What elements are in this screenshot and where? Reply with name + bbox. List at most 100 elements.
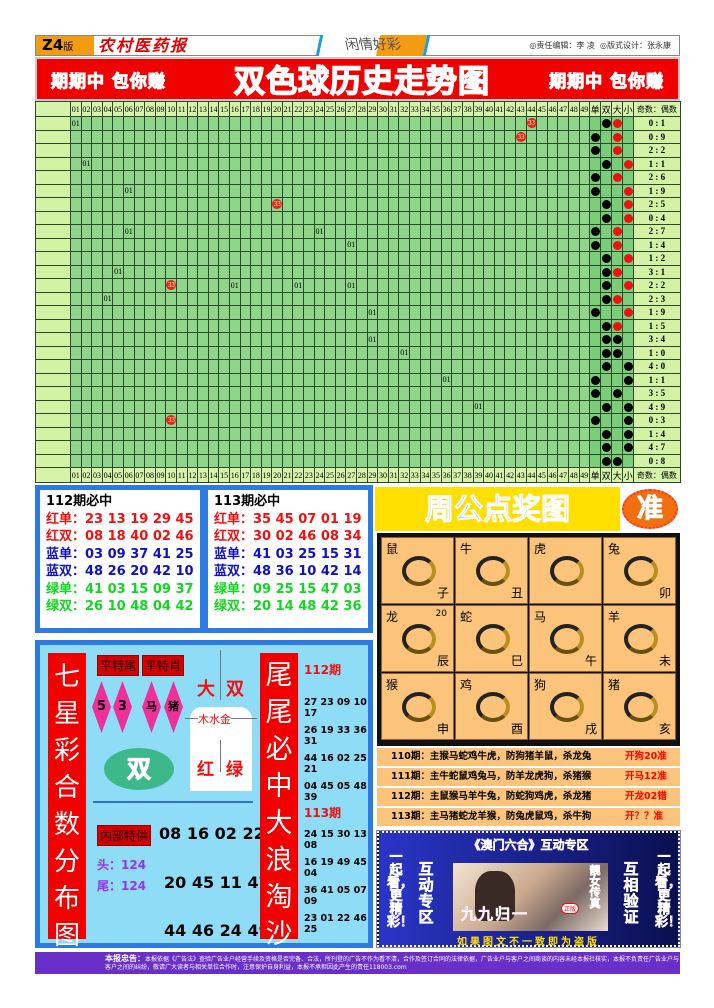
column-number: 24 [313, 467, 326, 483]
red-dot-icon [612, 267, 622, 277]
grid-cell [387, 399, 400, 414]
grid-cell [218, 197, 230, 212]
grid-cell [112, 183, 124, 198]
grid-cell [271, 399, 283, 414]
grid-cell [122, 237, 135, 252]
grid-cell [419, 305, 432, 320]
grid-cell [271, 440, 283, 455]
column-number: 11 [175, 101, 188, 117]
grid-cell [377, 426, 389, 441]
grid-cell [356, 440, 368, 455]
grid-cell [409, 264, 421, 279]
grid-cell [525, 399, 538, 414]
grid-cell [122, 305, 135, 320]
stat-cell-even [600, 453, 613, 468]
grid-cell [324, 386, 336, 401]
grid-cell [324, 318, 336, 333]
prediction-numbers: 20 14 48 42 36 [253, 599, 362, 614]
title-char: 必 [265, 734, 293, 765]
number-row: 27 23 09 10 17 [304, 697, 367, 719]
grid-cell [228, 386, 241, 401]
grid-cell [239, 143, 252, 158]
stat-cell-odd [589, 413, 602, 428]
grid-cell [387, 359, 400, 374]
grid-cell [313, 332, 326, 347]
ad-right-b: 一起看，更精彩！ [655, 850, 682, 930]
grid-cell [144, 386, 156, 401]
grid-cell [334, 264, 347, 279]
grid-cell [451, 170, 463, 185]
zodiac-cell: 羊未 [603, 605, 676, 672]
grid-cell [218, 318, 230, 333]
stat-cell-big [611, 264, 624, 279]
grid-cell [133, 413, 146, 428]
grid-cell [70, 170, 82, 185]
grid-cell [483, 156, 495, 171]
grid-cell [334, 359, 347, 374]
grid-cell [356, 453, 368, 468]
number-mark: 01 [124, 186, 133, 196]
odd-even-ratio: 3 : 1 [633, 264, 681, 279]
grid-cell [218, 332, 230, 347]
grid-cell [70, 453, 82, 468]
grid-cell [260, 399, 273, 414]
grid-cell [451, 156, 463, 171]
grid-cell [451, 197, 463, 212]
divider [220, 740, 221, 772]
grid-cell [80, 143, 93, 158]
grid-row: 01 2 : 3 [35, 291, 681, 306]
odd-even-ratio: 1 : 4 [633, 426, 681, 441]
row-label-cell [35, 183, 71, 198]
grid-cell [525, 440, 538, 455]
stat-cell-small [622, 453, 635, 468]
grid-cell [260, 197, 273, 212]
grid-cell [228, 251, 241, 266]
grid-cell [514, 318, 527, 333]
stat-cell-odd [589, 386, 602, 401]
red-dot-icon [623, 200, 633, 210]
grid-cell [165, 453, 177, 468]
odd-even-ratio: 1 : 1 [633, 156, 681, 171]
odd-even-ratio: 1 : 5 [633, 318, 681, 333]
grid-cell [546, 197, 559, 212]
row-label-cell [35, 264, 71, 279]
column-number: 15 [218, 101, 230, 117]
grid-cell: 33 [165, 278, 177, 293]
grid-cell [175, 413, 188, 428]
grid-cell [578, 332, 591, 347]
grid-cell [514, 264, 527, 279]
grid-cell [546, 156, 559, 171]
grid-cell: 01 [70, 116, 82, 131]
column-number: 30 [377, 101, 389, 117]
stat-cell-big [611, 183, 624, 198]
grid-cell [546, 372, 559, 387]
grid-cell [409, 386, 421, 401]
number-mark: 01 [294, 280, 303, 290]
grid-cell [366, 264, 379, 279]
grid-cell [228, 318, 241, 333]
grid-cell [281, 332, 294, 347]
grid-cell [165, 170, 177, 185]
ad-banner[interactable]: 《澳门六合》互动专区 一起看，更精彩！ 互动专区 九九归一 正版 靓女传真 互相… [376, 830, 682, 948]
grid-cell [292, 183, 305, 198]
grid-cell [504, 183, 516, 198]
grid-cell [292, 251, 305, 266]
grid-cell [250, 399, 262, 414]
prediction-numbers: 35 45 07 01 19 [253, 511, 362, 527]
grid-cell [228, 197, 241, 212]
black-dot-icon [601, 200, 611, 210]
grid-cell [281, 386, 294, 401]
grid-cell [207, 278, 220, 293]
number-mark: 01 [400, 348, 409, 358]
grid-row: 0 : 4 [35, 210, 681, 225]
grid-cell [409, 116, 421, 131]
grid-cell [419, 224, 432, 239]
grid-cell [91, 197, 103, 212]
grid-cell [546, 291, 559, 306]
grid-cell [536, 399, 548, 414]
grid-cell [557, 183, 569, 198]
grid-cell [419, 453, 432, 468]
stat-cell-even [600, 170, 613, 185]
grid-cell [292, 359, 305, 374]
grid-cell [409, 440, 421, 455]
